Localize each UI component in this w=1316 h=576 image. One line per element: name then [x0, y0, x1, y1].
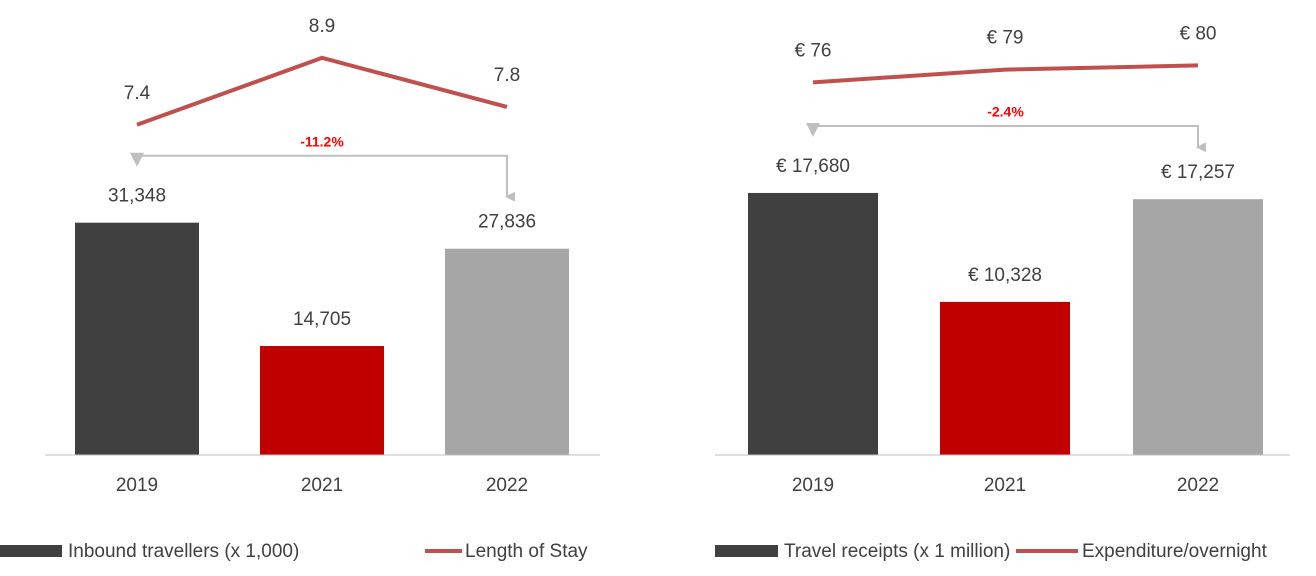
x-tick-label: 2022 — [486, 475, 528, 496]
change-bracket — [136, 154, 515, 202]
line-value-label: 8.9 — [309, 16, 335, 37]
bar-value-label: € 17,680 — [776, 156, 850, 177]
arrow-head — [130, 152, 144, 167]
legend-label: Length of Stay — [465, 541, 588, 562]
bar — [1133, 199, 1263, 455]
bar-value-label: € 10,328 — [968, 265, 1042, 286]
legend-label: Travel receipts (x 1 million) — [784, 541, 1010, 562]
legend-label: Inbound travellers (x 1,000) — [68, 541, 299, 562]
line-value-label: 7.4 — [124, 83, 151, 104]
line-value-label: € 76 — [795, 40, 832, 61]
arrow-head — [806, 122, 820, 137]
x-tick-label: 2021 — [301, 475, 343, 496]
bar — [75, 222, 199, 455]
bar — [260, 346, 384, 455]
x-tick-label: 2019 — [792, 475, 834, 496]
bar — [940, 301, 1070, 455]
legend-swatch — [0, 545, 62, 557]
line-value-label: € 80 — [1180, 23, 1217, 44]
x-tick-label: 2021 — [984, 475, 1026, 496]
bar — [445, 248, 569, 455]
line — [136, 55, 508, 127]
change-annotation: -11.2% — [300, 133, 344, 149]
bar-value-label: 14,705 — [293, 309, 351, 330]
legend-label: Expenditure/overnight — [1082, 541, 1268, 562]
line-value-label: € 79 — [987, 28, 1024, 49]
legend-swatch — [715, 545, 778, 557]
bar-value-label: 31,348 — [108, 186, 166, 207]
x-tick-label: 2022 — [1177, 475, 1219, 496]
line-value-label: 7.8 — [494, 65, 520, 86]
bar-value-label: € 17,257 — [1161, 162, 1235, 183]
change-annotation: -2.4% — [987, 104, 1024, 120]
bar-value-label: 27,836 — [478, 212, 536, 233]
change-bracket — [812, 124, 1206, 153]
x-tick-label: 2019 — [116, 475, 158, 496]
bar — [748, 192, 878, 455]
line — [812, 63, 1199, 85]
